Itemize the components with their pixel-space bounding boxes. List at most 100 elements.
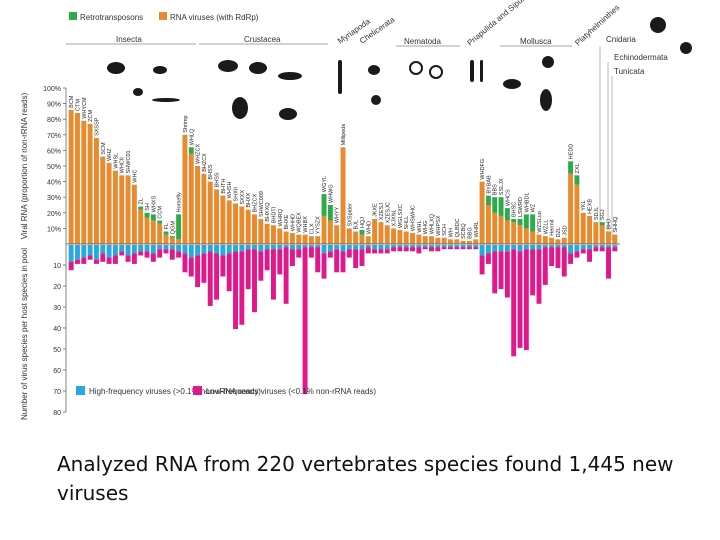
sample-label: BCM	[69, 95, 75, 108]
bar-low-frequency	[100, 253, 106, 262]
bar-retrotransposon	[169, 236, 175, 238]
bar-rna-virus	[346, 228, 352, 244]
bar-low-frequency	[68, 261, 74, 271]
sample-label: ZCM	[88, 110, 94, 122]
bar-low-frequency	[163, 249, 169, 254]
beetle-icon	[107, 62, 125, 74]
sample-label: WHG	[423, 221, 429, 234]
bar-high-frequency	[549, 245, 555, 248]
spider-icon	[371, 95, 381, 105]
bar-retrotransposon	[327, 205, 333, 221]
bar-high-frequency	[384, 245, 390, 250]
bar-rna-virus	[466, 240, 472, 244]
bar-high-frequency	[511, 245, 517, 250]
crab-icon	[218, 60, 238, 72]
group-label-nematoda: Nematoda	[404, 37, 441, 46]
bar-low-frequency	[296, 249, 302, 258]
bar-rna-virus	[353, 231, 359, 244]
sample-label: BBG	[467, 227, 473, 239]
sample-label: WHSWHC	[411, 205, 417, 231]
organism-silhouettes	[107, 17, 692, 120]
bar-high-frequency	[226, 245, 232, 254]
bar-high-frequency	[296, 245, 302, 250]
bar-rna-virus	[435, 237, 441, 244]
bar-low-frequency	[112, 255, 118, 264]
bar-high-frequency	[429, 245, 434, 248]
bar-rna-virus	[157, 223, 163, 244]
bar-high-frequency	[340, 245, 346, 252]
bar-high-frequency	[568, 245, 574, 254]
top-y-tick-label: 30%	[47, 195, 61, 202]
bar-low-frequency	[327, 251, 333, 258]
bar-rna-virus	[410, 233, 416, 244]
bottom-bars	[68, 245, 618, 395]
bar-high-frequency	[131, 245, 137, 254]
bar-low-frequency	[245, 249, 251, 290]
bar-retrotransposon	[359, 229, 365, 235]
bar-rna-virus	[138, 209, 144, 244]
bar-rna-virus	[119, 175, 125, 244]
sample-label: SH	[145, 203, 151, 211]
bar-rna-virus	[106, 162, 112, 244]
bar-high-frequency	[479, 245, 485, 256]
bar-high-frequency	[536, 245, 542, 250]
bar-retrotransposon	[485, 195, 491, 205]
bar-high-frequency	[498, 245, 504, 252]
bar-rna-virus	[517, 225, 523, 244]
bar-low-frequency	[549, 247, 555, 266]
bar-low-frequency	[397, 247, 403, 252]
bar-low-frequency	[321, 253, 327, 279]
bar-low-frequency	[606, 247, 611, 279]
bar-rna-virus	[485, 205, 491, 244]
sample-label: BHXXQ	[265, 202, 271, 222]
sample-label: WHCII	[120, 157, 126, 174]
bar-high-frequency	[441, 245, 447, 248]
bar-rna-virus	[492, 212, 498, 244]
sea-urchin-icon	[650, 17, 666, 33]
sample-label: WHLXQ	[430, 213, 436, 234]
sample-label: WHWG	[328, 184, 334, 203]
sample-label: Horsefly	[177, 192, 183, 212]
sample-label: WZSLuo	[537, 211, 543, 232]
bar-rna-virus	[422, 236, 428, 244]
bar-rna-virus	[511, 222, 517, 244]
bar-high-frequency	[150, 245, 156, 254]
bar-high-frequency	[220, 245, 226, 256]
bar-high-frequency	[397, 245, 403, 248]
bar-rna-virus	[207, 181, 213, 244]
bar-high-frequency	[169, 245, 175, 250]
sample-label: JSD	[562, 225, 568, 235]
bar-rna-virus	[587, 215, 593, 244]
figure: Retrotransposons RNA viruses (with RdRp)…	[20, 0, 692, 420]
bar-high-frequency	[315, 245, 321, 248]
bar-retrotransposon	[138, 206, 144, 210]
bar-low-frequency	[485, 253, 491, 264]
bar-low-frequency	[93, 259, 99, 264]
sample-label: ZXL	[575, 163, 581, 173]
bar-high-frequency	[612, 245, 618, 248]
bar-low-frequency	[568, 253, 574, 264]
dragonfly-icon	[152, 98, 180, 102]
bottom-y-tick-label: 60	[53, 368, 61, 375]
bar-low-frequency	[561, 247, 567, 277]
bar-retrotransposon	[504, 208, 510, 221]
bar-rna-virus	[593, 222, 599, 244]
sample-label: HEDD	[569, 144, 575, 160]
sample-label: SXSSP	[94, 117, 100, 136]
bar-retrotransposon	[321, 194, 327, 216]
bar-rna-virus	[75, 112, 80, 245]
bar-high-frequency	[523, 245, 529, 250]
sample-label: SDJL	[594, 207, 600, 220]
bar-high-frequency	[466, 245, 472, 248]
sample-label: BHSC	[512, 202, 518, 217]
millipede-icon	[338, 60, 342, 94]
sample-label: XZESJC	[385, 202, 391, 223]
bar-retrotransposon	[157, 220, 163, 224]
bar-low-frequency	[378, 249, 384, 254]
bar-high-frequency	[100, 245, 106, 254]
sample-label: XJXNL	[392, 209, 398, 226]
bar-low-frequency	[233, 251, 238, 329]
bar-high-frequency	[327, 245, 333, 252]
lobster-icon	[278, 72, 302, 80]
